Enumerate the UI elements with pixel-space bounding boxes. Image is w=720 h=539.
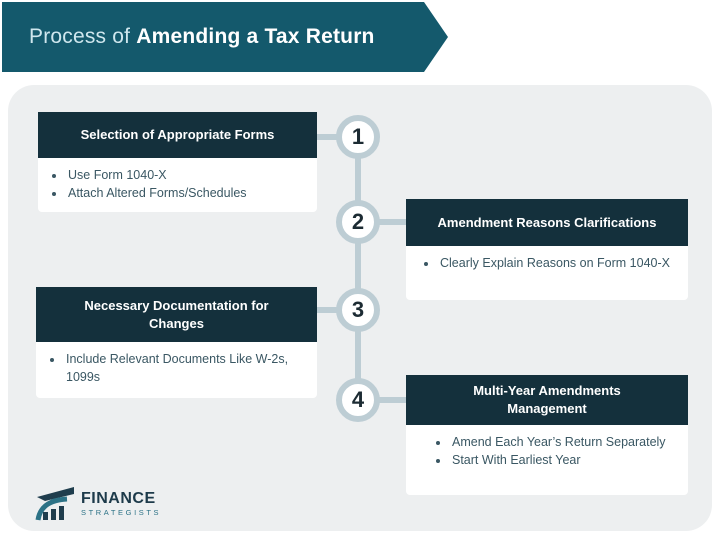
connector-1-2: [355, 150, 361, 208]
step-4-number-circle: 4: [336, 378, 380, 422]
step-1-number: 1: [351, 124, 365, 149]
step-3-card: Necessary Documentation for Changes Incl…: [36, 287, 317, 398]
step-3-bullet: Include Relevant Documents Like W-2s, 10…: [64, 351, 303, 386]
step-1-number-circle: 1: [336, 115, 380, 159]
logo-name: FINANCE: [81, 489, 156, 507]
step-1-bullet-list: Use Form 1040-X Attach Altered Forms/Sch…: [50, 167, 303, 202]
connector-3-4: [355, 326, 361, 386]
step-2-number: 2: [351, 209, 365, 234]
connector-step3: [310, 307, 346, 313]
step-3-number-circle: 3: [336, 288, 380, 332]
step-4-body: Amend Each Year’s Return Separately Star…: [406, 425, 688, 495]
step-1-body: Use Form 1040-X Attach Altered Forms/Sch…: [38, 158, 317, 212]
step-3-title: Necessary Documentation for Changes: [36, 287, 317, 342]
connector-2-3: [355, 238, 361, 296]
connector-step2: [372, 219, 410, 225]
step-3-bullet-list: Include Relevant Documents Like W-2s, 10…: [48, 351, 303, 386]
step-1-title: Selection of Appropriate Forms: [38, 112, 317, 158]
step-1-bullet: Use Form 1040-X: [66, 167, 303, 185]
step-1-bullet: Attach Altered Forms/Schedules: [66, 185, 303, 203]
step-4-bullet-list: Amend Each Year’s Return Separately Star…: [434, 434, 674, 469]
page-title: Process of Amending a Tax Return: [2, 25, 375, 49]
step-2-bullet-list: Clearly Explain Reasons on Form 1040-X: [422, 255, 674, 273]
page-title-bold: Amending a Tax Return: [136, 25, 375, 48]
connector-step4: [372, 397, 410, 403]
finance-strategists-bridge-chart-icon: [35, 487, 74, 521]
step-4-title: Multi-Year Amendments Management: [406, 375, 688, 425]
step-4-number: 4: [351, 387, 365, 412]
step-4-card: Multi-Year Amendments Management Amend E…: [406, 375, 688, 495]
step-3-body: Include Relevant Documents Like W-2s, 10…: [36, 342, 317, 398]
finance-strategists-logo: FINANCE STRATEGISTS: [35, 483, 161, 524]
step-2-title: Amendment Reasons Clarifications: [406, 199, 688, 246]
step-4-bullet: Amend Each Year’s Return Separately: [450, 434, 674, 452]
step-2-bullet: Clearly Explain Reasons on Form 1040-X: [438, 255, 674, 273]
step-4-bullet: Start With Earliest Year: [450, 452, 674, 470]
logo-wordmark: FINANCE STRATEGISTS: [81, 489, 162, 517]
page-title-prefix: Process of: [29, 25, 137, 48]
step-3-number: 3: [351, 297, 365, 322]
step-2-card: Amendment Reasons Clarifications Clearly…: [406, 199, 688, 300]
logo-subtitle: STRATEGISTS: [81, 507, 162, 517]
step-2-body: Clearly Explain Reasons on Form 1040-X: [406, 246, 688, 300]
step-2-number-circle: 2: [336, 200, 380, 244]
connector-step1: [310, 134, 346, 140]
title-banner: Process of Amending a Tax Return: [2, 2, 448, 72]
step-1-card: Selection of Appropriate Forms Use Form …: [38, 112, 317, 212]
